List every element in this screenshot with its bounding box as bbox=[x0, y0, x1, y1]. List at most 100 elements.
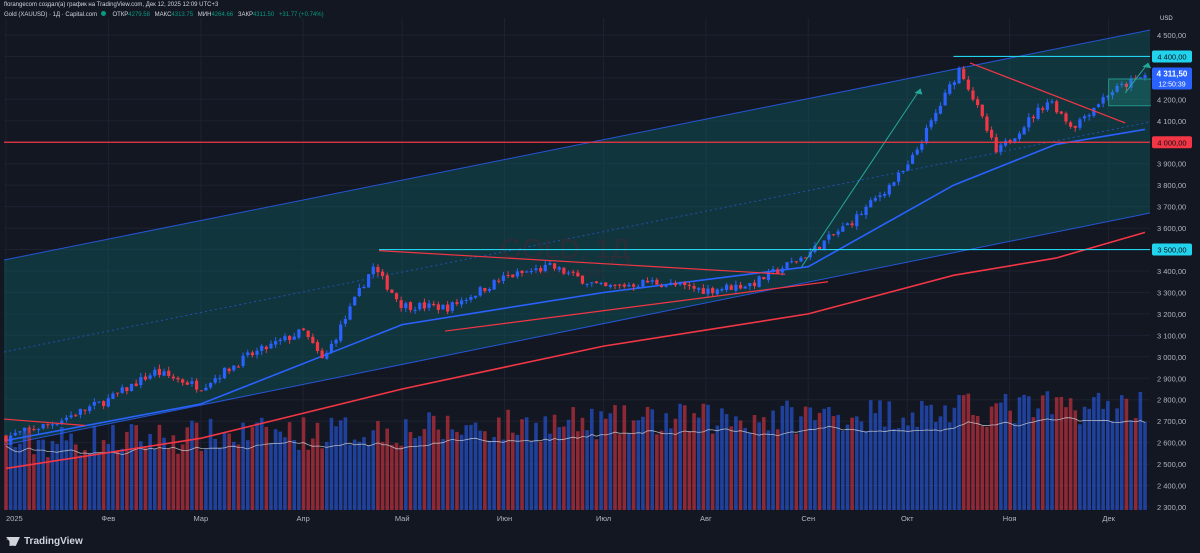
candle-body bbox=[999, 144, 1003, 152]
volume-bar bbox=[27, 427, 32, 510]
volume-bar bbox=[1129, 420, 1133, 510]
volume-bar bbox=[232, 441, 236, 510]
candle-body bbox=[989, 129, 994, 138]
candle-body bbox=[348, 306, 352, 320]
price-tick-label: 3 400,00 bbox=[1157, 267, 1186, 276]
candle-body bbox=[859, 214, 864, 216]
candle-body bbox=[855, 214, 859, 227]
volume-bar bbox=[1115, 408, 1119, 510]
candle-body bbox=[1106, 95, 1110, 98]
volume-bar bbox=[757, 422, 761, 510]
candle-body bbox=[501, 275, 506, 282]
symbol-name[interactable]: Gold (XAUUSD) · 1Д · Capital.com bbox=[4, 12, 98, 18]
candle-body bbox=[83, 409, 87, 411]
price-axis[interactable]: 4 400,00 4 000,00 3 500,00 4 311,50 12:50:39… bbox=[4, 0, 1199, 531]
price-tick-label: 2 900,00 bbox=[1157, 374, 1186, 383]
time-tick-label: Авг bbox=[700, 514, 712, 523]
volume-bar bbox=[594, 439, 599, 510]
candle-body bbox=[339, 324, 343, 341]
candle-body bbox=[157, 368, 162, 376]
candle-body bbox=[520, 270, 524, 274]
time-tick-label: Окт bbox=[901, 514, 914, 523]
candle-body bbox=[915, 149, 919, 155]
volume-bar bbox=[822, 408, 827, 510]
candle-body bbox=[608, 285, 612, 287]
brand-name[interactable]: TradingView bbox=[24, 536, 83, 547]
candle-body bbox=[97, 401, 101, 403]
early-resistance-line bbox=[3, 418, 86, 427]
triangle-upper-line bbox=[379, 250, 786, 275]
candle-body bbox=[845, 223, 850, 226]
candle-body bbox=[102, 401, 106, 406]
candle-body bbox=[515, 271, 519, 277]
volume-bars bbox=[4, 391, 1147, 510]
candle-body bbox=[766, 271, 771, 280]
volume-bar bbox=[524, 417, 529, 510]
volume-bar bbox=[64, 440, 69, 510]
candle-body bbox=[590, 282, 594, 284]
candle-body bbox=[1120, 83, 1124, 85]
candle-body bbox=[167, 370, 171, 376]
volume-bar bbox=[748, 432, 752, 510]
candle-body bbox=[850, 223, 854, 226]
tradingview-logo-icon[interactable] bbox=[6, 536, 20, 546]
candle-body bbox=[743, 286, 747, 289]
candle-body bbox=[236, 366, 241, 368]
volume-bar bbox=[1082, 406, 1087, 510]
candle-body bbox=[529, 271, 533, 273]
candle-body bbox=[687, 284, 691, 286]
volume-bar bbox=[227, 433, 231, 510]
volume-bar bbox=[101, 440, 106, 510]
candle-body bbox=[692, 286, 696, 289]
time-axis[interactable]: 2025 Фев Мар Апр Май Июн Июл Авг Сен Окт Ноя Дек bbox=[6, 514, 1116, 523]
volume-bar bbox=[287, 422, 292, 510]
volume-bar bbox=[1064, 407, 1068, 510]
candle-body bbox=[678, 283, 682, 285]
volume-bar bbox=[1138, 391, 1143, 510]
volume-bar bbox=[329, 417, 334, 510]
candle-body bbox=[599, 283, 603, 285]
candle-body bbox=[878, 195, 882, 198]
volume-bar bbox=[673, 418, 678, 510]
volume-bar bbox=[464, 425, 469, 510]
volume-bar bbox=[459, 434, 464, 510]
candle-body bbox=[720, 289, 724, 291]
volume-bar bbox=[989, 406, 994, 510]
volume-bar bbox=[157, 424, 162, 510]
candle-body bbox=[1031, 116, 1036, 119]
volume-bar bbox=[55, 443, 59, 510]
volume-bar bbox=[469, 424, 473, 510]
candle-body bbox=[1115, 85, 1119, 92]
candle-body bbox=[697, 288, 701, 290]
candle-body bbox=[580, 275, 585, 284]
candle-body bbox=[906, 164, 910, 171]
volume-bar bbox=[450, 429, 455, 510]
candle-body bbox=[776, 269, 780, 274]
volume-bar bbox=[971, 414, 975, 510]
volume-bar bbox=[892, 428, 896, 510]
candle-body bbox=[785, 262, 789, 269]
volume-bar bbox=[785, 400, 789, 510]
candle-body bbox=[711, 288, 715, 294]
volume-bar bbox=[371, 430, 376, 510]
candle-body bbox=[957, 68, 961, 84]
volume-bar bbox=[36, 439, 41, 510]
volume-bar bbox=[710, 433, 715, 510]
volume-bar bbox=[617, 434, 622, 510]
time-tick-label: Апр bbox=[297, 514, 310, 523]
price-tick-label: 3 800,00 bbox=[1157, 181, 1186, 190]
volume-bar bbox=[664, 413, 668, 510]
level-label: 3 500,00 bbox=[1157, 246, 1186, 255]
volume-bar bbox=[645, 406, 650, 510]
volume-bar bbox=[752, 415, 757, 510]
candle-body bbox=[4, 436, 8, 442]
volume-bar bbox=[139, 441, 143, 510]
volume-bar bbox=[641, 416, 645, 510]
volume-bar bbox=[69, 433, 73, 510]
candle-body bbox=[320, 350, 324, 359]
volume-bar bbox=[933, 421, 938, 510]
price-tick-label: 4 100,00 bbox=[1157, 117, 1186, 126]
candle-body bbox=[46, 424, 50, 426]
symbol-legend[interactable]: Gold (XAUUSD) · 1Д · Capital.com ОТКР427… bbox=[4, 11, 324, 18]
